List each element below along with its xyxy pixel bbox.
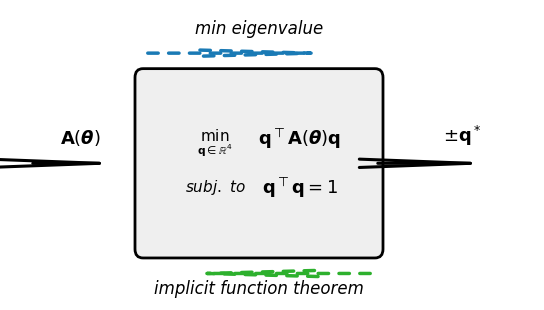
Text: $\mathbf{q}^\top\mathbf{q}=1$: $\mathbf{q}^\top\mathbf{q}=1$ xyxy=(262,175,338,200)
Text: min eigenvalue: min eigenvalue xyxy=(195,20,323,38)
Text: $\mathbf{q}^\top\mathbf{A}(\boldsymbol{\theta})\mathbf{q}$: $\mathbf{q}^\top\mathbf{A}(\boldsymbol{\… xyxy=(258,127,342,151)
Text: implicit function theorem: implicit function theorem xyxy=(154,280,364,298)
Text: $\underset{\mathbf{q}\in\mathbb{R}^4}{\min}$: $\underset{\mathbf{q}\in\mathbb{R}^4}{\m… xyxy=(197,128,233,159)
Text: $\mathit{subj.\ to}$: $\mathit{subj.\ to}$ xyxy=(184,178,245,197)
Text: $\pm\mathbf{q}^*$: $\pm\mathbf{q}^*$ xyxy=(443,124,481,148)
Text: $\mathbf{A}(\boldsymbol{\theta})$: $\mathbf{A}(\boldsymbol{\theta})$ xyxy=(60,128,101,148)
FancyBboxPatch shape xyxy=(135,69,383,258)
